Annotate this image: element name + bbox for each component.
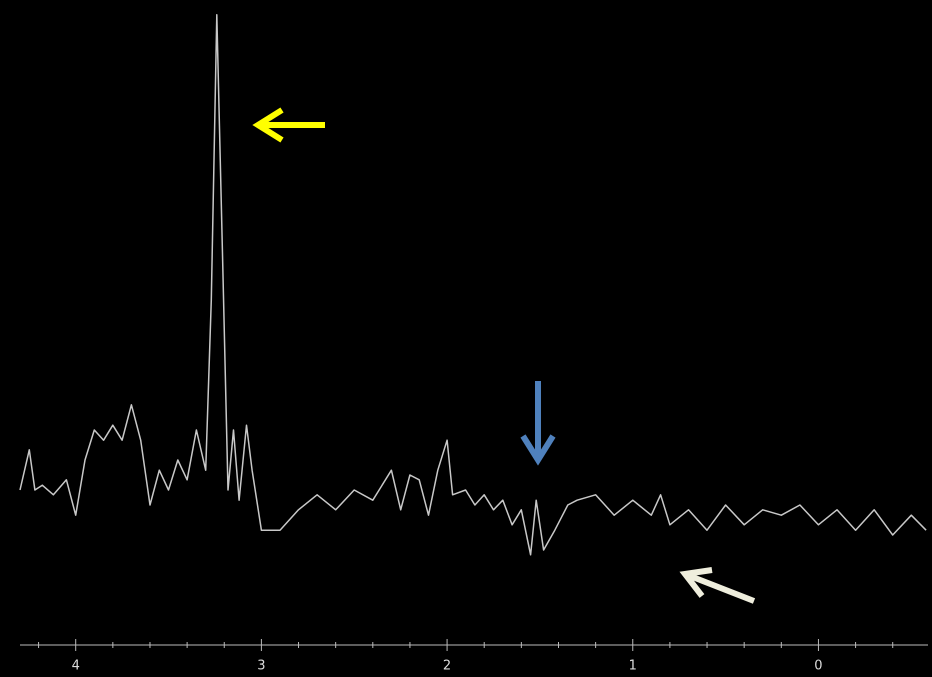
x-tick-label: 1	[629, 659, 637, 674]
x-tick-label: 2	[443, 659, 451, 674]
x-tick-label: 3	[257, 659, 265, 674]
blue-arrow-head	[520, 434, 556, 466]
yellow-arrow-head	[252, 107, 284, 143]
x-tick-label: 4	[72, 659, 80, 674]
spectrum-line	[19, 14, 927, 556]
annotation-arrows	[252, 107, 756, 604]
x-tick-label: 0	[814, 659, 822, 674]
white-arrow-head	[679, 567, 713, 598]
white-arrow	[688, 573, 756, 604]
